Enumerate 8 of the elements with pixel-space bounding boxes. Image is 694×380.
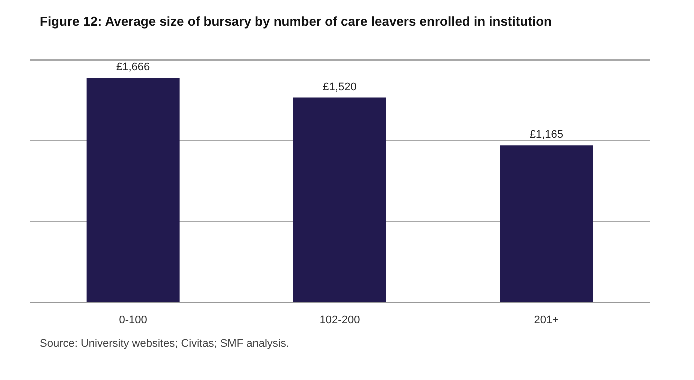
data-label: £1,666 bbox=[116, 62, 150, 74]
source-note: Source: University websites; Civitas; SMF analysis. bbox=[40, 338, 290, 350]
x-tick-label: 102-200 bbox=[320, 314, 360, 326]
data-label: £1,520 bbox=[323, 81, 357, 94]
chart-title: Figure 12: Average size of bursary by number of care leavers enrolled in institution bbox=[40, 14, 553, 29]
data-label: £1,165 bbox=[530, 129, 564, 142]
x-tick-label: 201+ bbox=[534, 314, 560, 326]
x-tick-label: 0-100 bbox=[119, 314, 148, 326]
